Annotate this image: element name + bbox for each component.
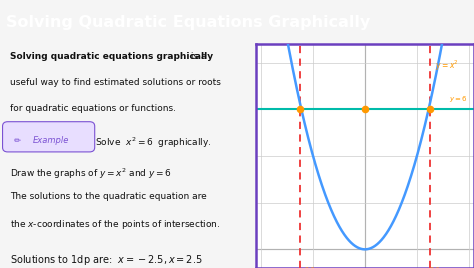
Point xyxy=(426,107,434,112)
FancyBboxPatch shape xyxy=(2,122,95,152)
Point xyxy=(361,107,369,112)
Text: useful way to find estimated solutions or roots: useful way to find estimated solutions o… xyxy=(10,78,221,87)
Text: $y = x^2$: $y = x^2$ xyxy=(435,58,459,73)
Text: the $x$-coordinates of the points of intersection.: the $x$-coordinates of the points of int… xyxy=(10,218,220,231)
Text: $x = 2.5$: $x = 2.5$ xyxy=(419,265,441,268)
Text: The solutions to the quadratic equation are: The solutions to the quadratic equation … xyxy=(10,192,207,201)
Text: Solve  $x^2 = 6$  graphically.: Solve $x^2 = 6$ graphically. xyxy=(95,136,211,150)
Text: Draw the graphs of $y = x^2$ and $y = 6$: Draw the graphs of $y = x^2$ and $y = 6$ xyxy=(10,167,172,181)
Point xyxy=(296,107,304,112)
Text: Example: Example xyxy=(33,136,70,145)
Text: for quadratic equations or functions.: for quadratic equations or functions. xyxy=(10,103,176,113)
Text: Solving Quadratic Equations Graphically: Solving Quadratic Equations Graphically xyxy=(6,15,370,29)
Text: $x = -2.5$: $x = -2.5$ xyxy=(285,265,315,268)
Text: ✏: ✏ xyxy=(14,136,21,145)
Text: is a: is a xyxy=(188,52,207,61)
Text: Solutions to 1dp are:  $x = -2.5, x = 2.5$: Solutions to 1dp are: $x = -2.5, x = 2.5… xyxy=(10,253,203,267)
Text: $y = 6$: $y = 6$ xyxy=(448,94,467,104)
Text: Solving quadratic equations graphically: Solving quadratic equations graphically xyxy=(10,52,213,61)
